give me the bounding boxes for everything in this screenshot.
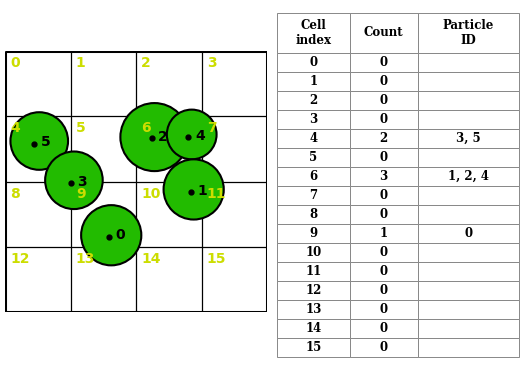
Circle shape bbox=[121, 103, 188, 171]
Text: 3: 3 bbox=[77, 174, 87, 189]
Text: 13: 13 bbox=[76, 252, 95, 266]
Text: 0: 0 bbox=[115, 228, 125, 242]
Circle shape bbox=[10, 112, 68, 170]
Text: 2: 2 bbox=[158, 130, 168, 144]
Text: 8: 8 bbox=[10, 187, 20, 201]
Text: 3: 3 bbox=[207, 56, 217, 70]
Text: 4: 4 bbox=[10, 122, 20, 135]
Text: 15: 15 bbox=[207, 252, 226, 266]
Text: 1: 1 bbox=[198, 184, 207, 198]
Circle shape bbox=[45, 151, 103, 209]
Text: 4: 4 bbox=[195, 129, 205, 143]
Text: 1: 1 bbox=[76, 56, 86, 70]
Text: 7: 7 bbox=[207, 122, 217, 135]
Text: 11: 11 bbox=[207, 187, 226, 201]
Text: 14: 14 bbox=[141, 252, 161, 266]
Text: 10: 10 bbox=[141, 187, 161, 201]
Text: 6: 6 bbox=[141, 122, 151, 135]
Text: 0: 0 bbox=[10, 56, 20, 70]
Text: 12: 12 bbox=[10, 252, 30, 266]
Circle shape bbox=[167, 110, 217, 160]
Text: 5: 5 bbox=[76, 122, 86, 135]
Text: 5: 5 bbox=[41, 135, 50, 149]
Circle shape bbox=[163, 160, 224, 219]
Text: 2: 2 bbox=[141, 56, 151, 70]
Text: 9: 9 bbox=[76, 187, 86, 201]
Circle shape bbox=[81, 205, 141, 265]
